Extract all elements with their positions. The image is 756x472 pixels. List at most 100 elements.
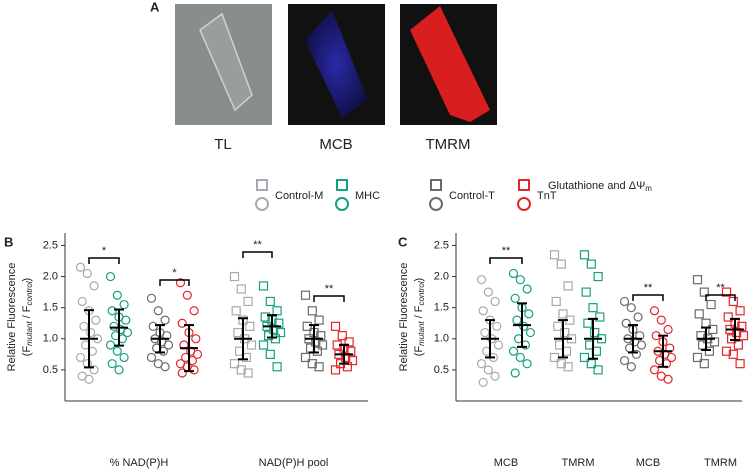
point bbox=[728, 349, 738, 359]
point bbox=[258, 281, 269, 291]
point bbox=[631, 349, 642, 359]
point bbox=[558, 309, 568, 319]
sig-label: ** bbox=[502, 245, 511, 257]
point bbox=[723, 312, 733, 322]
point bbox=[300, 352, 311, 363]
point bbox=[560, 327, 570, 338]
legend-marker bbox=[429, 197, 443, 211]
legend-label: MHC bbox=[355, 190, 380, 202]
point bbox=[182, 290, 192, 300]
point bbox=[153, 306, 163, 316]
point bbox=[549, 250, 560, 260]
panel-label: A bbox=[150, 0, 160, 14]
y-axis-label-part: mutant bbox=[25, 321, 34, 346]
point bbox=[556, 259, 566, 269]
point bbox=[590, 327, 600, 338]
point bbox=[478, 377, 488, 387]
y-axis-label-part: / F bbox=[413, 305, 425, 321]
legend-marker bbox=[255, 197, 269, 211]
point bbox=[619, 296, 630, 307]
point bbox=[243, 296, 253, 307]
point bbox=[112, 346, 122, 356]
sig-label: ** bbox=[325, 283, 334, 295]
point bbox=[626, 303, 636, 313]
point bbox=[525, 327, 536, 338]
y-tick-label: 2.5 bbox=[43, 239, 58, 251]
sig-bracket bbox=[88, 257, 120, 264]
point bbox=[260, 312, 270, 322]
chart-title: Glutathione and ΔΨm bbox=[548, 180, 652, 193]
point bbox=[721, 346, 732, 356]
point bbox=[258, 340, 269, 350]
point bbox=[344, 337, 354, 347]
point bbox=[236, 284, 246, 294]
point bbox=[510, 293, 520, 303]
point bbox=[175, 278, 186, 288]
point bbox=[246, 340, 257, 350]
point bbox=[579, 352, 590, 363]
point bbox=[619, 355, 630, 366]
point bbox=[692, 352, 703, 363]
point bbox=[84, 374, 94, 384]
point bbox=[510, 368, 520, 378]
y-axis-label-part: control bbox=[25, 281, 34, 305]
point bbox=[77, 296, 87, 307]
point bbox=[79, 321, 89, 331]
image-label: MCB bbox=[319, 136, 352, 153]
point bbox=[519, 321, 529, 331]
sig-label: ** bbox=[253, 239, 262, 251]
point bbox=[480, 327, 490, 338]
point bbox=[508, 268, 519, 279]
point bbox=[163, 340, 174, 350]
point bbox=[692, 275, 703, 285]
point bbox=[265, 296, 275, 307]
point bbox=[91, 315, 101, 325]
sig-bracket bbox=[705, 294, 736, 301]
point bbox=[522, 359, 532, 369]
point bbox=[275, 327, 286, 338]
point bbox=[583, 318, 593, 328]
point bbox=[663, 324, 673, 335]
y-axis-label-part: / F bbox=[21, 305, 33, 321]
legend-marker bbox=[256, 179, 268, 191]
legend-marker bbox=[335, 197, 349, 211]
point bbox=[735, 306, 745, 316]
legend-label: Control-T bbox=[449, 190, 495, 202]
point bbox=[633, 312, 643, 322]
y-axis-label: (Fmutant / Fcontrol) bbox=[413, 278, 426, 356]
point bbox=[512, 315, 522, 325]
point bbox=[699, 359, 709, 369]
y-axis-label: (Fmutant / Fcontrol) bbox=[21, 278, 34, 356]
point bbox=[189, 365, 199, 375]
point bbox=[300, 290, 311, 300]
sig-bracket bbox=[159, 279, 190, 286]
x-group-label: TMRM bbox=[562, 457, 595, 469]
point bbox=[177, 318, 187, 328]
y-tick-label: 0.5 bbox=[434, 364, 449, 376]
point bbox=[636, 340, 647, 350]
point bbox=[86, 327, 96, 338]
point bbox=[189, 306, 199, 316]
point bbox=[119, 299, 129, 310]
point bbox=[112, 290, 122, 300]
point bbox=[330, 321, 341, 331]
y-axis-label-part: control bbox=[417, 281, 426, 305]
sig-bracket bbox=[313, 295, 345, 302]
point bbox=[515, 352, 525, 363]
sig-label: ** bbox=[644, 282, 653, 294]
y-axis-label-part: mutant bbox=[417, 321, 426, 346]
point bbox=[245, 321, 255, 331]
point bbox=[728, 296, 738, 307]
point bbox=[330, 365, 341, 375]
point bbox=[721, 287, 732, 297]
point bbox=[191, 334, 201, 344]
point bbox=[515, 275, 525, 285]
y-tick-label: 1.0 bbox=[434, 333, 449, 345]
point bbox=[663, 374, 673, 384]
point bbox=[347, 355, 358, 366]
point bbox=[478, 306, 488, 316]
point bbox=[231, 306, 241, 316]
y-axis-label-part: (F bbox=[413, 346, 425, 357]
y-tick-label: 2.0 bbox=[434, 270, 449, 282]
point bbox=[243, 368, 253, 378]
